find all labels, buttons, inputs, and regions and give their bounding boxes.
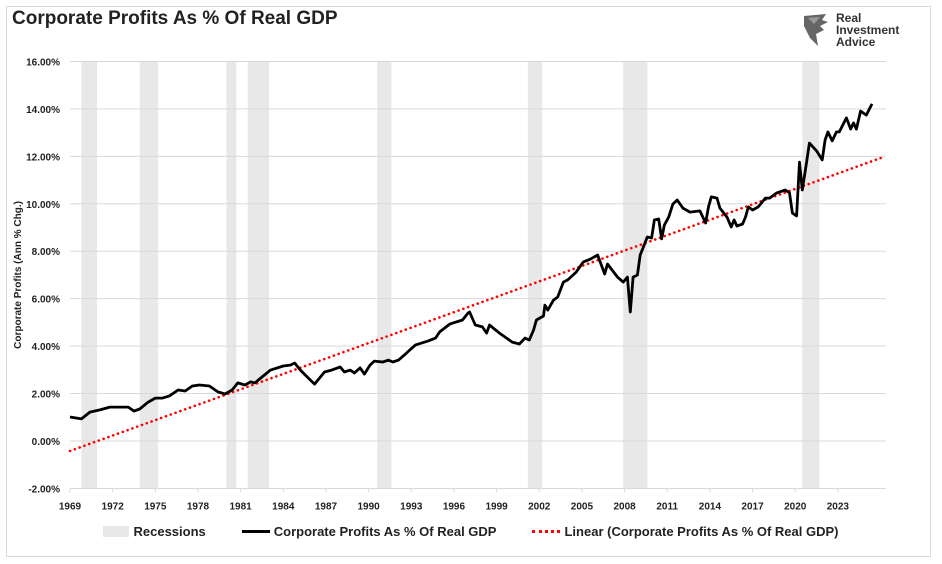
y-tick-label: 8.00% bbox=[32, 247, 60, 258]
y-tick-label: 12.00% bbox=[26, 152, 60, 163]
x-tick-label: 1990 bbox=[357, 501, 380, 512]
logo: Real Investment Advice bbox=[800, 12, 899, 48]
y-tick-label: 10.00% bbox=[26, 200, 60, 211]
y-tick-label: 16.00% bbox=[26, 57, 60, 68]
legend-item-profits: Corporate Profits As % Of Real GDP bbox=[241, 524, 497, 539]
x-tick-label: 2002 bbox=[528, 501, 551, 512]
x-tick-label: 2011 bbox=[656, 501, 678, 512]
chart-title: Corporate Profits As % Of Real GDP bbox=[12, 8, 338, 29]
legend-item-recessions: Recessions bbox=[103, 524, 206, 539]
x-tick-label: 2023 bbox=[827, 501, 850, 512]
legend-label: Recessions bbox=[133, 524, 206, 539]
y-tick-label: 4.00% bbox=[32, 342, 60, 353]
series-line-corporate-profits bbox=[69, 103, 874, 421]
legend-label: Linear (Corporate Profits As % Of Real G… bbox=[564, 524, 839, 539]
chart-frame bbox=[6, 6, 931, 557]
x-tick-label: 1981 bbox=[230, 501, 253, 512]
x-tick-label: 1996 bbox=[443, 501, 466, 512]
legend-item-trend: Linear (Corporate Profits As % Of Real G… bbox=[532, 524, 839, 539]
y-axis-label: Corporate Profits (Ann % Chg.) bbox=[13, 201, 24, 349]
logo-text: Real Investment Advice bbox=[836, 12, 899, 48]
logo-line: Real bbox=[836, 11, 862, 25]
recession-band bbox=[81, 61, 98, 489]
x-tick-label: 2005 bbox=[571, 501, 594, 512]
legend-swatch-recessions bbox=[103, 526, 130, 537]
x-tick-label: 2020 bbox=[784, 501, 807, 512]
recession-band bbox=[139, 61, 159, 489]
eagle-logo-icon bbox=[804, 14, 828, 46]
legend: Recessions Corporate Profits As % Of Rea… bbox=[0, 524, 942, 539]
recession-band bbox=[802, 61, 820, 489]
y-tick-label: 6.00% bbox=[32, 295, 60, 306]
logo-line: Investment bbox=[836, 23, 900, 37]
x-tick-label: 1975 bbox=[144, 501, 167, 512]
recession-band bbox=[226, 61, 237, 489]
chart-svg: -2.00% 0.00% 2.00% 4.00% 6.00% 8.00% 10.00% 12.… bbox=[13, 57, 886, 512]
x-tick-label: 2008 bbox=[613, 501, 636, 512]
recession-band bbox=[377, 61, 392, 489]
x-tick-label: 1969 bbox=[59, 501, 82, 512]
x-tick-label: 1987 bbox=[315, 501, 338, 512]
x-tick-label: 1972 bbox=[102, 501, 125, 512]
logo-line: Advice bbox=[836, 35, 876, 49]
legend-swatch-profits bbox=[241, 530, 270, 533]
x-tick-label: 1978 bbox=[187, 501, 210, 512]
x-tick-label: 1999 bbox=[485, 501, 508, 512]
y-tick-label: 2.00% bbox=[32, 390, 60, 401]
y-tick-label: -2.00% bbox=[28, 484, 60, 495]
y-tick-label: 0.00% bbox=[32, 437, 60, 448]
x-tick-label: 2017 bbox=[741, 501, 764, 512]
trend-line bbox=[68, 155, 885, 453]
legend-label: Corporate Profits As % Of Real GDP bbox=[273, 524, 497, 539]
recession-band bbox=[247, 61, 270, 489]
x-tick-label: 1993 bbox=[400, 501, 423, 512]
x-tick-label: 2014 bbox=[699, 501, 722, 512]
recession-band bbox=[527, 61, 543, 489]
legend-swatch-trend bbox=[532, 530, 561, 533]
y-tick-label: 14.00% bbox=[26, 105, 60, 116]
x-tick-label: 1984 bbox=[272, 501, 295, 512]
